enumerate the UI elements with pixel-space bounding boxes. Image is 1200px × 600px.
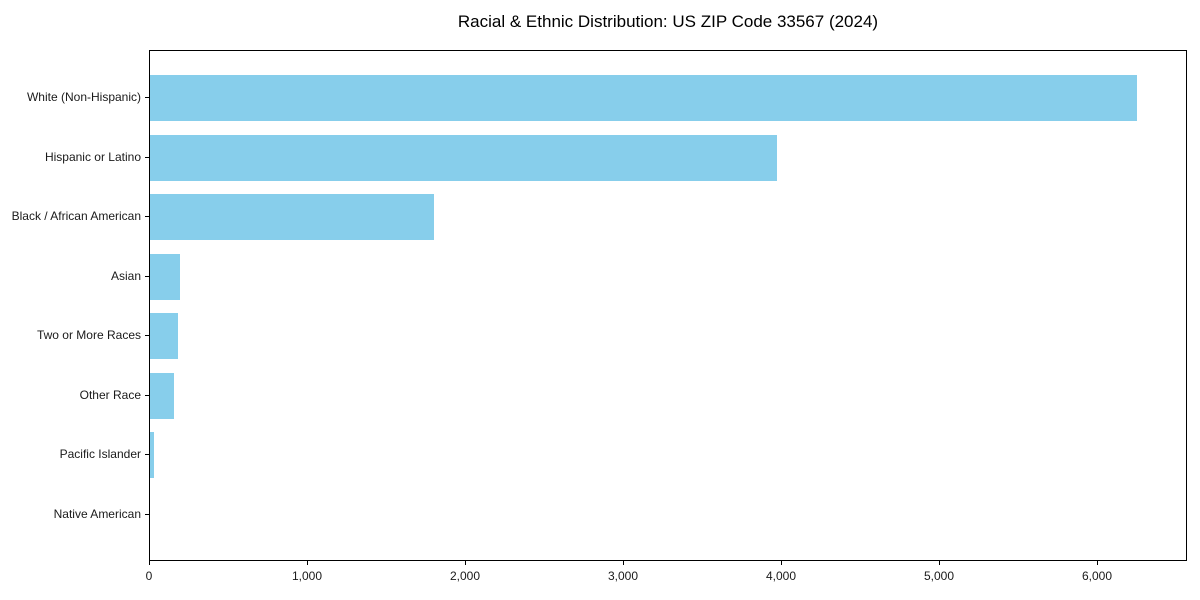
y-axis-label: White (Non-Hispanic) xyxy=(26,90,141,104)
y-axis-label: Native American xyxy=(53,507,141,521)
y-axis-tick xyxy=(145,514,149,515)
bar-pacific-islander xyxy=(150,432,154,479)
x-axis-tick xyxy=(1097,561,1098,565)
y-axis-label: Asian xyxy=(110,269,141,283)
y-axis-tick xyxy=(145,157,149,158)
x-axis-tick-label: 0 xyxy=(145,569,153,583)
y-axis-tick xyxy=(145,216,149,217)
x-axis-tick xyxy=(307,561,308,565)
x-axis-tick-label: 3,000 xyxy=(607,569,639,583)
y-axis-label: Pacific Islander xyxy=(59,447,141,461)
x-axis-tick-label: 6,000 xyxy=(1081,569,1113,583)
y-axis-tick xyxy=(145,276,149,277)
y-axis-tick xyxy=(145,395,149,396)
x-axis-tick xyxy=(465,561,466,565)
y-axis-label: Black / African American xyxy=(11,209,141,223)
y-axis-label: Other Race xyxy=(79,388,141,402)
x-axis-tick xyxy=(939,561,940,565)
x-axis-tick-label: 2,000 xyxy=(449,569,481,583)
x-axis-tick-label: 5,000 xyxy=(923,569,955,583)
y-axis-label: Hispanic or Latino xyxy=(44,150,141,164)
plot-area xyxy=(149,50,1187,561)
y-axis-tick xyxy=(145,335,149,336)
y-axis-label: Two or More Races xyxy=(36,328,141,342)
bar-hispanic-or-latino xyxy=(150,134,777,181)
bar-black-african-american xyxy=(150,194,434,241)
bar-asian xyxy=(150,253,180,300)
bar-two-or-more-races xyxy=(150,313,178,360)
y-axis-tick xyxy=(145,454,149,455)
x-axis-tick-label: 4,000 xyxy=(765,569,797,583)
bar-other-race xyxy=(150,372,174,419)
x-axis-tick xyxy=(781,561,782,565)
x-axis-tick xyxy=(149,561,150,565)
x-axis-tick-label: 1,000 xyxy=(291,569,323,583)
bar-white-non-hispanic xyxy=(150,75,1137,121)
x-axis-tick xyxy=(623,561,624,565)
y-axis-tick xyxy=(145,97,149,98)
chart-title: Racial & Ethnic Distribution: US ZIP Cod… xyxy=(457,12,879,31)
